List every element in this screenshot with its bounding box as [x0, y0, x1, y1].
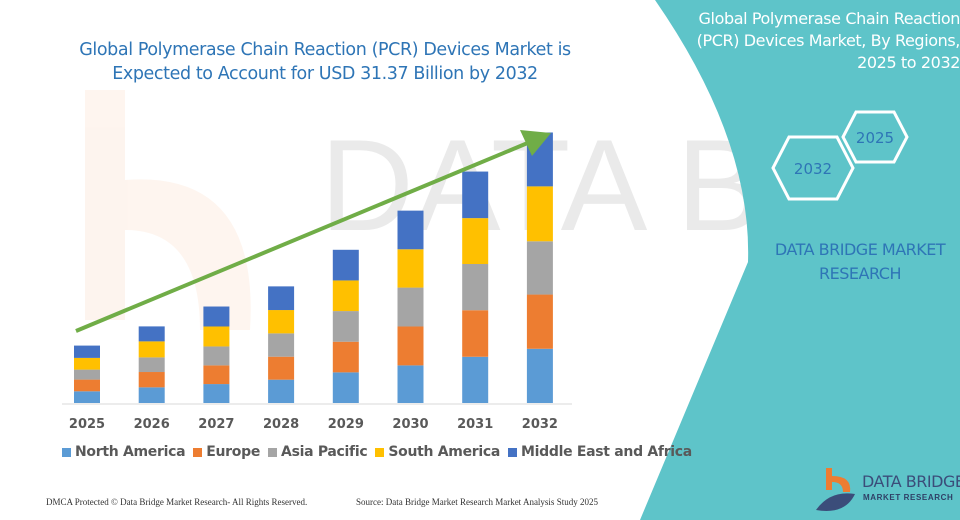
bar-segment-middle-east-and-africa-2026 — [138, 326, 165, 342]
bar-segment-asia-pacific-2029 — [332, 311, 359, 342]
logo-subtext: MARKET RESEARCH — [863, 493, 954, 502]
bar-segment-europe-2029 — [332, 341, 359, 373]
bar-segment-asia-pacific-2026 — [138, 357, 165, 373]
bar-segment-middle-east-and-africa-2027 — [203, 306, 230, 327]
legend-item: Middle East and Africa — [508, 444, 692, 460]
legend-item: Europe — [193, 444, 260, 460]
bar-segment-europe-2028 — [268, 356, 295, 380]
legend-swatch — [375, 447, 385, 457]
bar-segment-south-america-2025 — [74, 357, 100, 370]
brand-line2: RESEARCH — [819, 264, 901, 283]
bar-segment-europe-2025 — [74, 379, 100, 392]
legend-item: South America — [375, 444, 500, 460]
legend-swatch — [193, 447, 203, 457]
x-tick-label: 2025 — [69, 417, 105, 432]
legend-label: North America — [75, 444, 186, 460]
bar-segment-middle-east-and-africa-2025 — [74, 345, 100, 358]
bar-segment-north-america-2026 — [138, 387, 165, 403]
footer-source: Source: Data Bridge Market Research Mark… — [356, 497, 598, 507]
bar-segment-north-america-2027 — [203, 384, 230, 403]
legend-swatch — [62, 447, 71, 457]
bar-segment-north-america-2029 — [332, 372, 359, 403]
legend-swatch — [508, 447, 518, 457]
bar-segment-asia-pacific-2027 — [203, 346, 230, 366]
bar-segment-south-america-2026 — [138, 341, 165, 358]
legend-label: Europe — [206, 444, 261, 460]
legend-item: North America — [62, 444, 186, 460]
bar-segment-middle-east-and-africa-2029 — [332, 249, 359, 281]
bar-segment-asia-pacific-2032 — [526, 241, 553, 295]
chart-title-line2: Expected to Account for USD 31.37 Billio… — [112, 64, 538, 84]
bar-segment-south-america-2032 — [526, 186, 553, 242]
x-tick-label: 2026 — [134, 417, 170, 432]
x-tick-label: 2032 — [522, 417, 558, 432]
side-title-line1: Global Polymerase Chain Reaction — [698, 9, 960, 28]
bar-segment-europe-2027 — [203, 365, 230, 385]
bar-segment-north-america-2032 — [526, 348, 553, 403]
x-tick-label: 2027 — [198, 417, 234, 432]
teal-panel — [640, 0, 960, 520]
brand-line1: DATA BRIDGE MARKET — [774, 240, 946, 259]
legend: North America Europe Asia Pacific South Ame… — [62, 444, 692, 460]
bar-segment-europe-2032 — [526, 294, 553, 349]
hexagon-2032 — [771, 135, 855, 201]
x-tick-label: 2029 — [328, 417, 364, 432]
footer-copyright: DMCA Protected © Data Bridge Market Rese… — [46, 497, 308, 507]
chart-title: Global Polymerase Chain Reaction (PCR) D… — [60, 38, 590, 86]
bar-segment-south-america-2029 — [332, 280, 359, 312]
legend-label: Middle East and Africa — [521, 444, 692, 460]
bar-segment-europe-2031 — [462, 310, 489, 357]
x-tick-label: 2030 — [392, 417, 428, 432]
bar-segment-north-america-2031 — [462, 356, 489, 403]
bar-segment-south-america-2028 — [268, 310, 295, 334]
logo-icon — [816, 468, 855, 511]
bar-segment-europe-2030 — [397, 326, 424, 366]
bar-segment-asia-pacific-2030 — [397, 287, 424, 327]
bar-segment-europe-2026 — [138, 372, 165, 388]
hexagon-2025 — [841, 110, 909, 164]
side-title-line2: (PCR) Devices Market, By Regions, — [696, 31, 960, 50]
bars — [74, 132, 553, 403]
legend-swatch — [268, 447, 278, 457]
chart-title-line1: Global Polymerase Chain Reaction (PCR) D… — [79, 40, 571, 60]
bar-segment-asia-pacific-2028 — [268, 333, 295, 357]
bar-segment-middle-east-and-africa-2030 — [397, 210, 424, 250]
x-tick-label: 2031 — [457, 417, 493, 432]
logo-text: DATA BRIDGE — [862, 472, 960, 491]
bar-segment-south-america-2031 — [462, 218, 489, 264]
bar-segment-north-america-2028 — [268, 379, 295, 403]
bar-segment-south-america-2030 — [397, 249, 424, 288]
trend-arrow — [75, 130, 551, 333]
bar-segment-asia-pacific-2025 — [74, 369, 100, 380]
bar-segment-middle-east-and-africa-2028 — [268, 286, 295, 311]
bar-segment-north-america-2030 — [397, 365, 424, 403]
hex-2025-label: 2025 — [856, 129, 894, 147]
side-title-line3: 2025 to 2032 — [857, 53, 960, 72]
brand-text: DATA BRIDGE MARKET RESEARCH — [760, 238, 960, 286]
bar-segment-north-america-2025 — [74, 391, 100, 403]
bar-segment-asia-pacific-2031 — [462, 263, 489, 311]
hex-2032-label: 2032 — [794, 160, 832, 178]
legend-label: Asia Pacific — [281, 444, 368, 460]
x-tick-labels: 2025 2026 2027 2028 2029 2030 2031 2032 — [69, 417, 558, 432]
legend-item: Asia Pacific — [268, 444, 368, 460]
bar-segment-south-america-2027 — [203, 326, 230, 347]
bar-segment-middle-east-and-africa-2031 — [462, 171, 489, 219]
x-tick-label: 2028 — [263, 417, 299, 432]
legend-label: South America — [388, 444, 501, 460]
side-title: Global Polymerase Chain Reaction (PCR) D… — [660, 8, 960, 74]
